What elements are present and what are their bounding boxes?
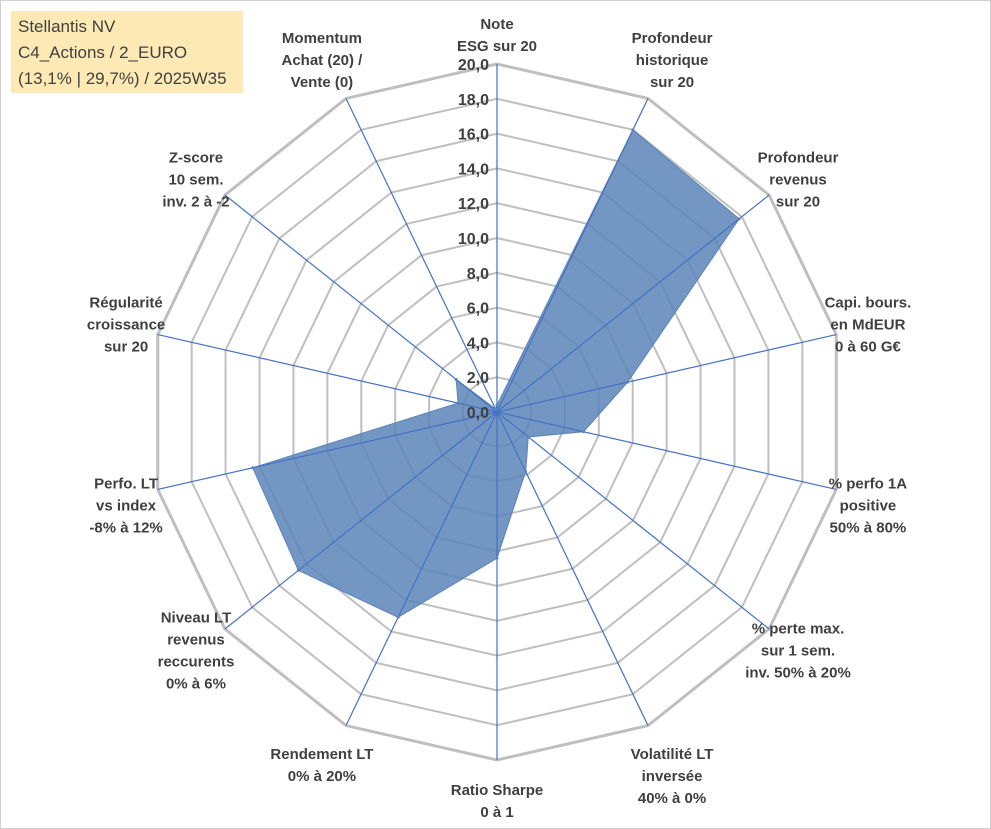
axis-spoke [345,411,498,726]
axis-label: Niveau LT revenus reccurents 0% à 6% [158,610,235,693]
axis-label: Note ESG sur 20 [457,16,537,55]
info-box: Stellantis NV C4_Actions / 2_EURO (13,1%… [11,11,243,93]
data-point [495,556,499,560]
data-point [296,568,300,572]
company-name: Stellantis NV [18,17,116,36]
r-tick-label: 0,0 [467,405,489,422]
r-tick-label: 8,0 [467,266,489,283]
data-point [396,615,400,619]
data-point [626,380,630,384]
data-point [524,470,528,474]
axis-label: Profondeur revenus sur 20 [758,149,839,210]
axis-spoke [496,194,770,413]
axis-spoke [224,194,498,413]
axis-spoke [496,411,837,491]
r-tick-label: 4,0 [467,335,489,352]
axis-spoke [224,411,498,630]
data-point [456,401,460,405]
portfolio-name: C4_Actions / 2_EURO [18,43,188,62]
axis-label: Régularité croissance sur 20 [87,294,165,355]
axis-label: Capi. bours. en MdEUR 0 à 60 G€ [825,294,912,355]
data-point [631,128,635,132]
axis-label: Ratio Sharpe 0 à 1 [451,782,544,821]
axis-label: Momentum Achat (20) / Vente (0) [282,30,364,91]
r-tick-label: 6,0 [467,301,489,318]
data-point [493,407,497,411]
r-tick-label: 2,0 [467,370,489,387]
r-tick-label: 18,0 [458,92,489,109]
axis-label: Volatilité LT inversée 40% à 0% [631,746,714,807]
data-point [737,217,741,221]
axis-spoke [496,98,649,413]
axis-spoke [496,411,770,630]
r-tick-label: 20,0 [458,57,489,74]
data-point [526,435,530,439]
axis-label: Perfo. LT vs index -8% à 12% [89,476,162,537]
r-tick-label: 12,0 [458,196,489,213]
performance-summary: (13,1% | 29,7%) / 2025W35 [18,69,227,88]
axis-spoke [157,333,498,413]
axis-label: % perte max. sur 1 sem. inv. 50% à 20% [745,621,851,682]
axis-spoke [496,333,837,413]
r-tick-label: 14,0 [458,161,489,178]
axis-label: Z-score 10 sem. inv. 2 à -2 [162,149,229,210]
axis-spoke [345,98,498,413]
data-point [454,377,458,381]
data-point [495,403,499,407]
data-point [251,466,255,470]
axis-spoke [157,411,498,491]
data-point [582,430,586,434]
axis-label: % perfo 1A positive 50% à 80% [829,476,908,537]
axis-label: Profondeur historique sur 20 [632,30,713,91]
r-tick-label: 10,0 [458,231,489,248]
axis-label: Rendement LT 0% à 20% [270,746,373,785]
r-tick-label: 16,0 [458,127,489,144]
axis-spoke [496,411,649,726]
